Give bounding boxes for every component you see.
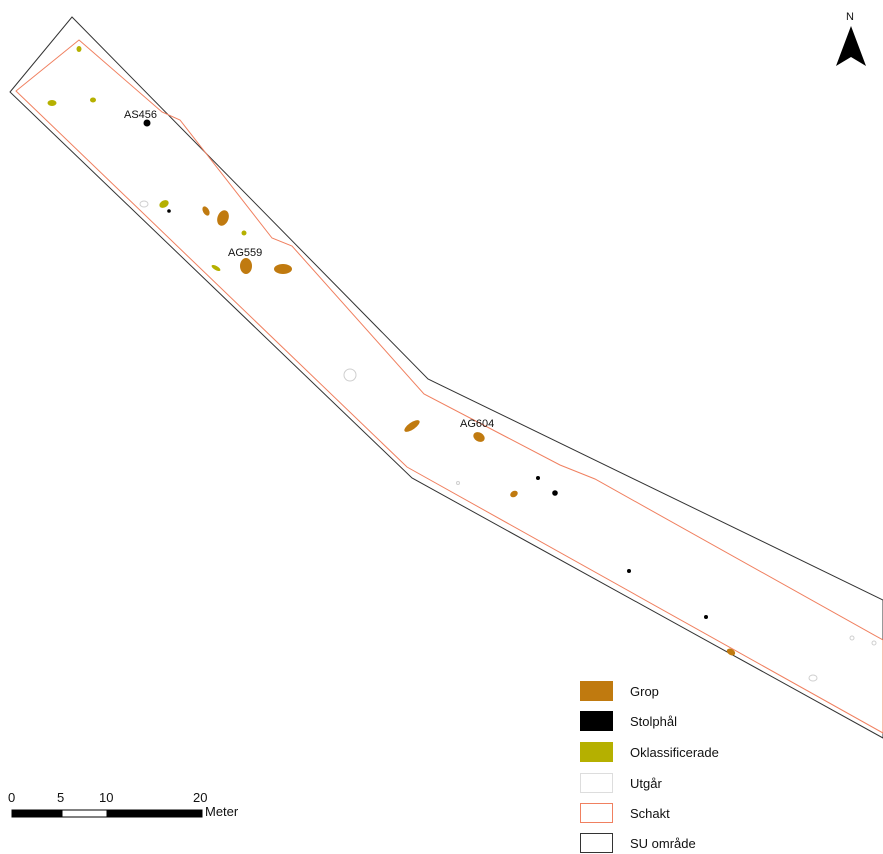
- utgar-feature: [456, 481, 460, 485]
- stolphal-feature: [536, 476, 540, 480]
- schakt-boundary: [15, 39, 883, 734]
- feature-label-as456: AS456: [124, 109, 157, 121]
- utgar-feature: [343, 368, 357, 382]
- legend-swatch: [580, 711, 613, 731]
- legend-swatch: [580, 742, 613, 762]
- legend-label: Stolphål: [630, 713, 677, 729]
- utgar-feature: [808, 674, 818, 682]
- oklassificerade-feature: [241, 230, 247, 236]
- grop-feature: [510, 490, 518, 498]
- oklassificerade-feature: [47, 100, 57, 106]
- legend-swatch: [580, 803, 613, 823]
- grop-feature: [202, 206, 210, 216]
- north-arrow-icon: N: [836, 11, 866, 66]
- utgar-feature: [871, 640, 877, 646]
- scale-unit-label: Meter: [205, 804, 239, 819]
- grop-feature: [726, 648, 736, 656]
- legend-swatch: [580, 773, 613, 793]
- legend-item-stolphal: Stolphål: [580, 710, 677, 732]
- legend-label: SU område: [630, 835, 696, 851]
- scale-tick-label: 10: [99, 790, 113, 805]
- legend-label: Oklassificerade: [630, 744, 719, 760]
- scale-segment: [106, 809, 203, 818]
- stolphal-feature: [167, 209, 171, 213]
- grop-feature: [473, 432, 485, 442]
- legend-swatch: [580, 833, 613, 853]
- scale-segment: [61, 809, 108, 818]
- scale-tick-label: 0: [8, 790, 15, 805]
- legend-label: Grop: [630, 683, 659, 699]
- utgar-feature: [849, 635, 855, 641]
- oklassificerade-feature: [159, 200, 169, 208]
- legend-item-oklassificerade: Oklassificerade: [580, 741, 719, 763]
- stolphal-feature: [704, 615, 708, 619]
- legend-item-grop: Grop: [580, 680, 659, 702]
- feature-label-ag604: AG604: [460, 418, 494, 430]
- grop-feature: [217, 210, 229, 226]
- north-label: N: [846, 11, 854, 23]
- grop-feature: [240, 258, 252, 274]
- oklassificerade-feature: [76, 46, 82, 52]
- grop-feature: [404, 420, 420, 432]
- stolphal-feature: [143, 119, 151, 127]
- su-omrade-boundary: [9, 16, 883, 739]
- stolphal-feature: [552, 490, 558, 496]
- scale-segment: [11, 809, 63, 818]
- scale-bar: 0 5 10 20 Meter: [8, 790, 239, 819]
- legend-item-utgar: Utgår: [580, 772, 662, 794]
- utgar-feature: [139, 200, 149, 208]
- legend-label: Schakt: [630, 805, 670, 821]
- legend-label: Utgår: [630, 775, 662, 791]
- oklassificerade-feature: [90, 97, 96, 103]
- legend-item-schakt: Schakt: [580, 802, 670, 824]
- stolphal-feature: [627, 569, 631, 573]
- scale-tick-label: 5: [57, 790, 64, 805]
- legend-swatch: [580, 681, 613, 701]
- legend-item-su-omrade: SU område: [580, 832, 696, 854]
- grop-feature: [274, 264, 292, 274]
- scale-tick-label: 20: [193, 790, 207, 805]
- oklassificerade-feature: [211, 264, 221, 272]
- feature-label-ag559: AG559: [228, 247, 262, 259]
